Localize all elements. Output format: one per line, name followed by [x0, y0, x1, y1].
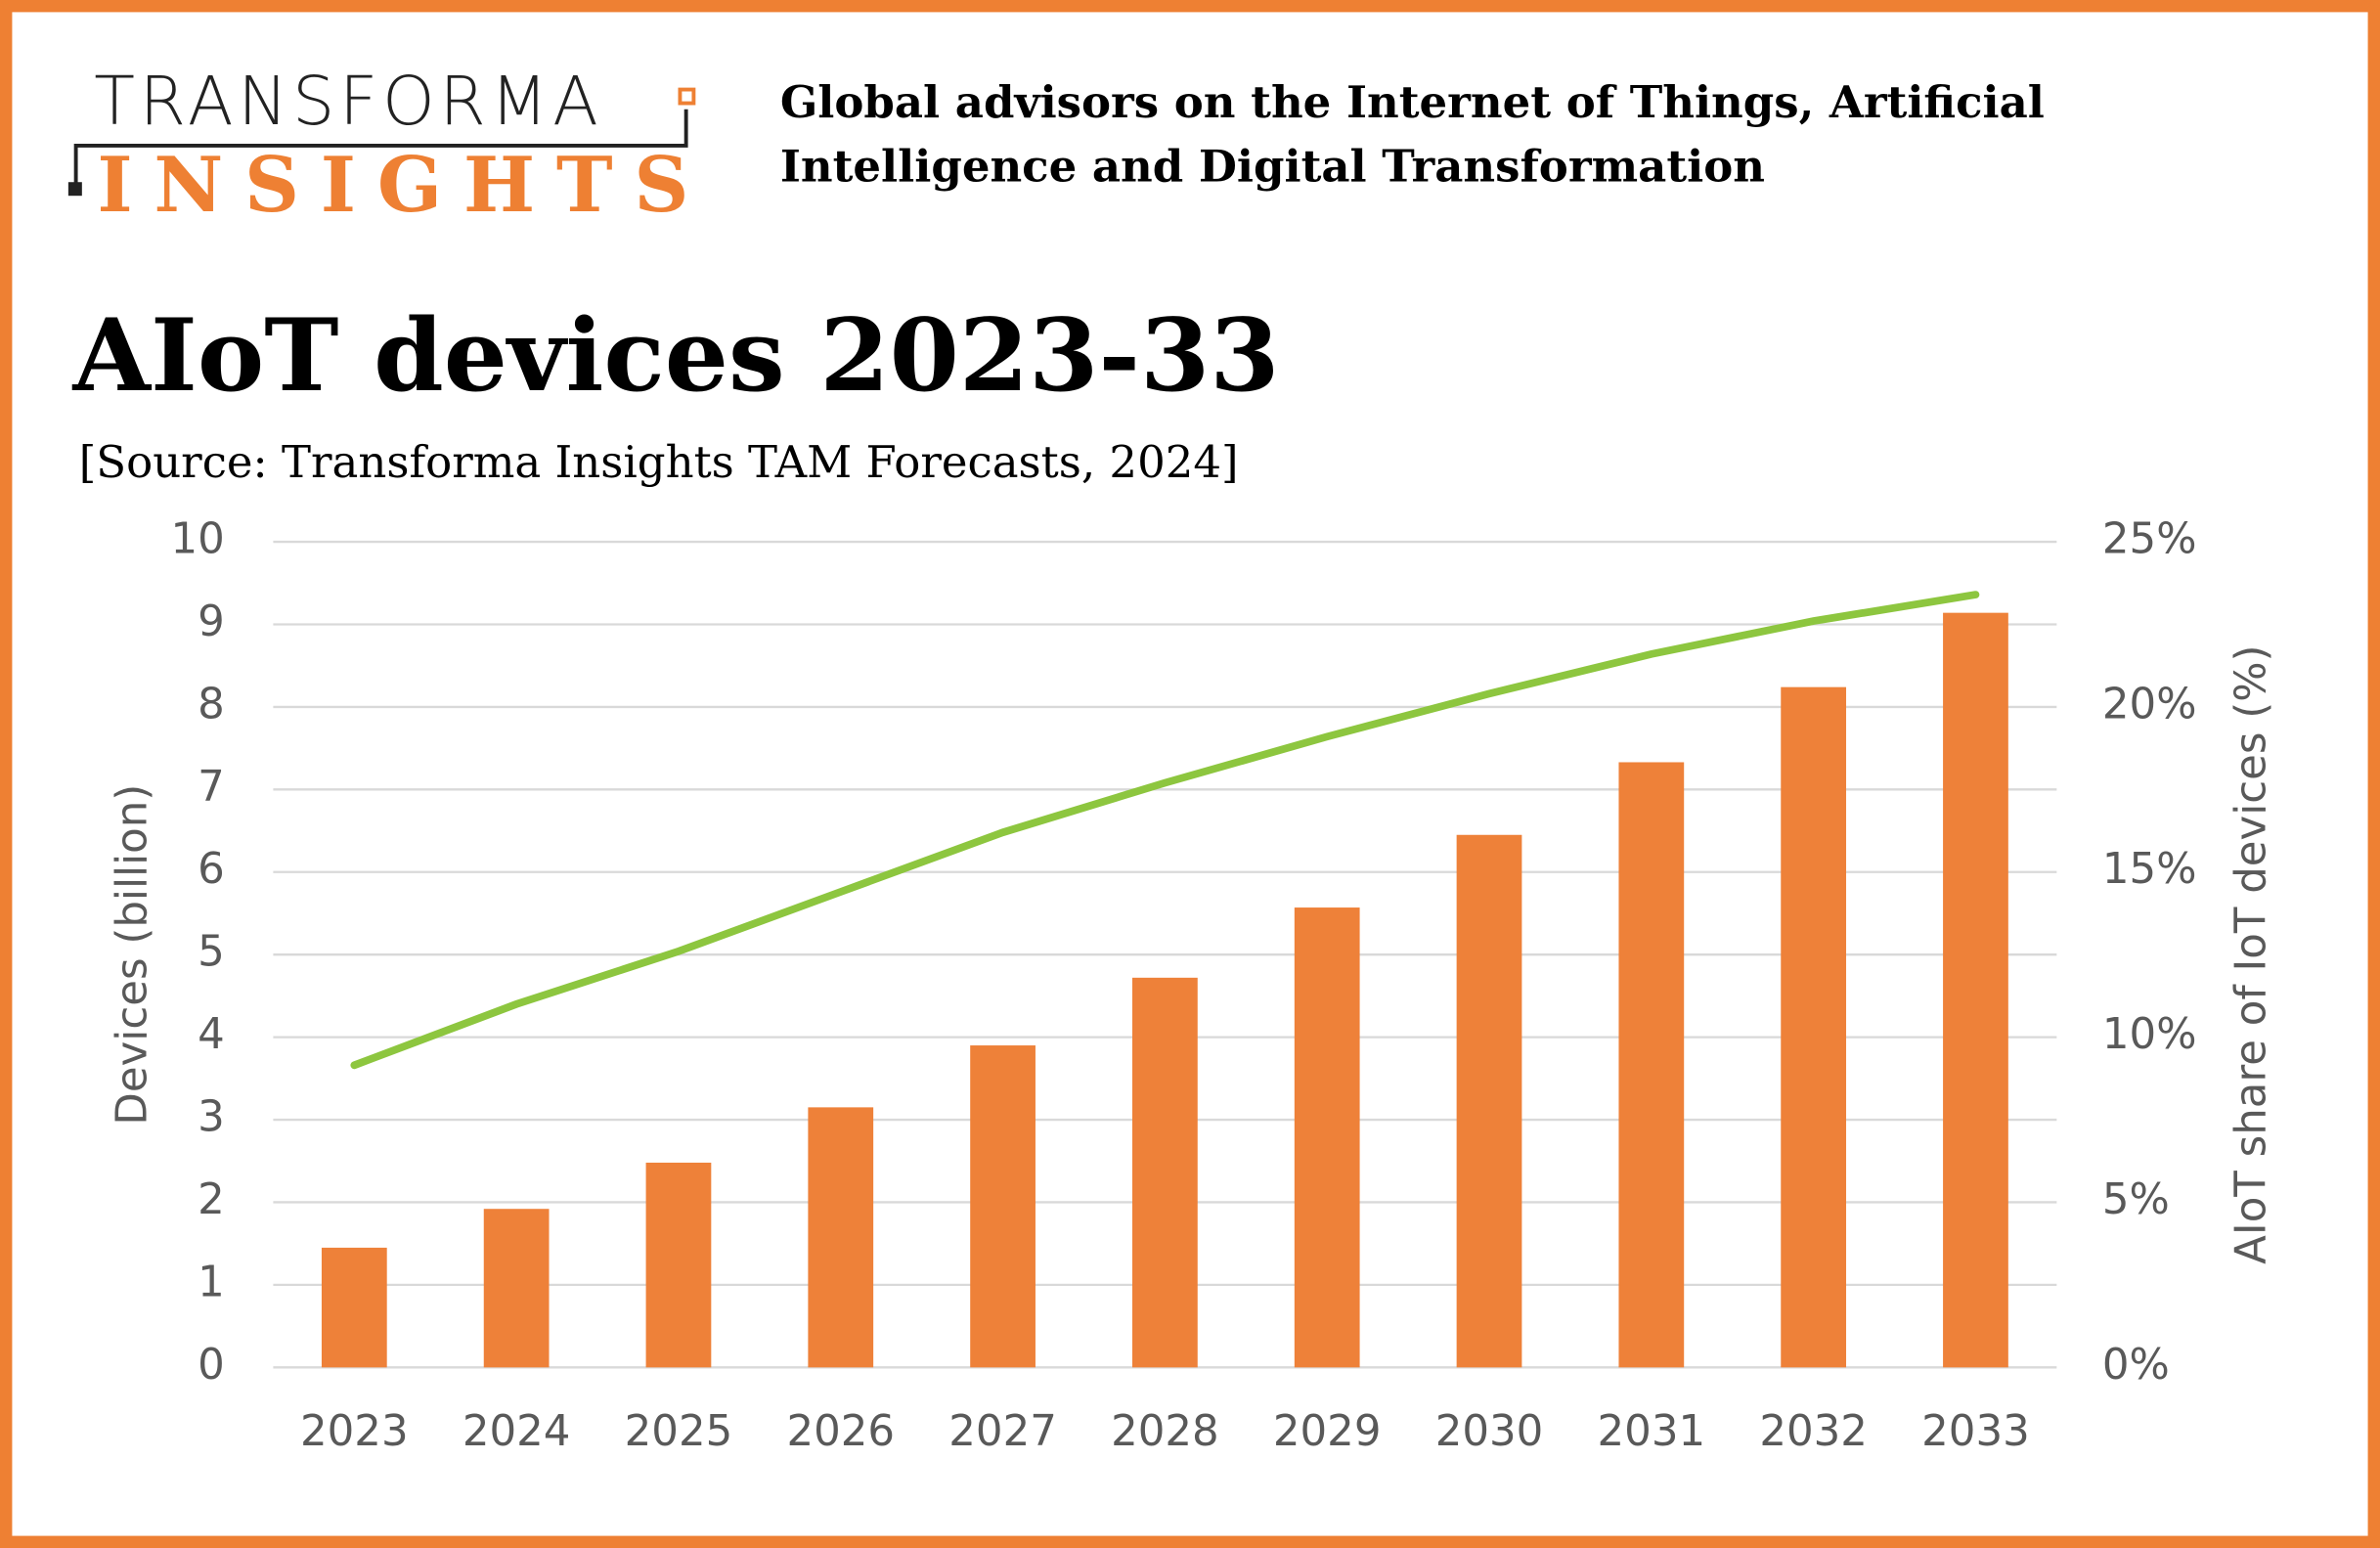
bar: [1943, 612, 2008, 1368]
y-tick-label: 6: [198, 845, 225, 894]
y2-tick-label: 25%: [2102, 515, 2197, 564]
y-tick-label: 2: [198, 1175, 225, 1224]
logo-line: [73, 109, 688, 186]
x-tick-label: 2025: [625, 1407, 733, 1456]
bar: [483, 1209, 550, 1368]
bar: [1781, 686, 1847, 1368]
x-tick-label: 2027: [948, 1407, 1057, 1456]
x-tick-label: 2028: [1111, 1407, 1219, 1456]
y2-tick-label: 10%: [2102, 1010, 2197, 1059]
bar: [808, 1107, 874, 1368]
logo-bottom: INSIGHTS: [97, 141, 710, 230]
tagline: Global advisors on the Internet of Thing…: [780, 76, 2045, 128]
chart-title: AIoT devices 2023-33: [72, 297, 1280, 415]
logo-dot: [67, 182, 82, 197]
y-tick-label: 7: [198, 763, 225, 812]
bar: [1456, 834, 1522, 1368]
y2-tick-label: 5%: [2102, 1175, 2170, 1224]
y-tick-label: 9: [198, 597, 225, 646]
bar: [645, 1162, 712, 1368]
logo-square: [678, 87, 696, 106]
y2-axis-label: AIoT share of IoT devices (%): [2227, 645, 2276, 1264]
x-tick-label: 2026: [786, 1407, 895, 1456]
y-tick-label: 10: [170, 515, 224, 564]
y2-tick-label: 20%: [2102, 680, 2197, 729]
bar: [1132, 977, 1198, 1368]
x-tick-label: 2024: [463, 1407, 571, 1456]
x-tick-label: 2023: [300, 1407, 409, 1456]
y-tick-label: 0: [198, 1341, 225, 1390]
x-tick-label: 2033: [1921, 1407, 2030, 1456]
y-tick-label: 1: [198, 1258, 225, 1306]
y-tick-label: 4: [198, 1010, 225, 1059]
x-tick-label: 2030: [1435, 1407, 1544, 1456]
bar: [1618, 762, 1685, 1368]
y2-tick-label: 0%: [2102, 1341, 2170, 1390]
logo-top: TRANSFORMA: [94, 64, 602, 141]
line: [350, 591, 1980, 1070]
y-tick-label: 3: [198, 1093, 225, 1142]
x-tick-label: 2031: [1598, 1407, 1706, 1456]
y2-tick-label: 15%: [2102, 845, 2197, 894]
x-tick-label: 2029: [1273, 1407, 1382, 1456]
x-tick-label: 2032: [1759, 1407, 1868, 1456]
y-tick-label: 5: [198, 928, 225, 977]
chart-subtitle: [Source: Transforma Insights TAM Forecas…: [79, 436, 1239, 488]
bar: [1294, 907, 1360, 1368]
tagline: Intelligence and Digital Transformation: [780, 140, 1765, 192]
bar: [321, 1247, 387, 1368]
y-tick-label: 8: [198, 680, 225, 729]
y-axis-label: Devices (billion): [109, 784, 157, 1126]
bar: [970, 1045, 1036, 1368]
